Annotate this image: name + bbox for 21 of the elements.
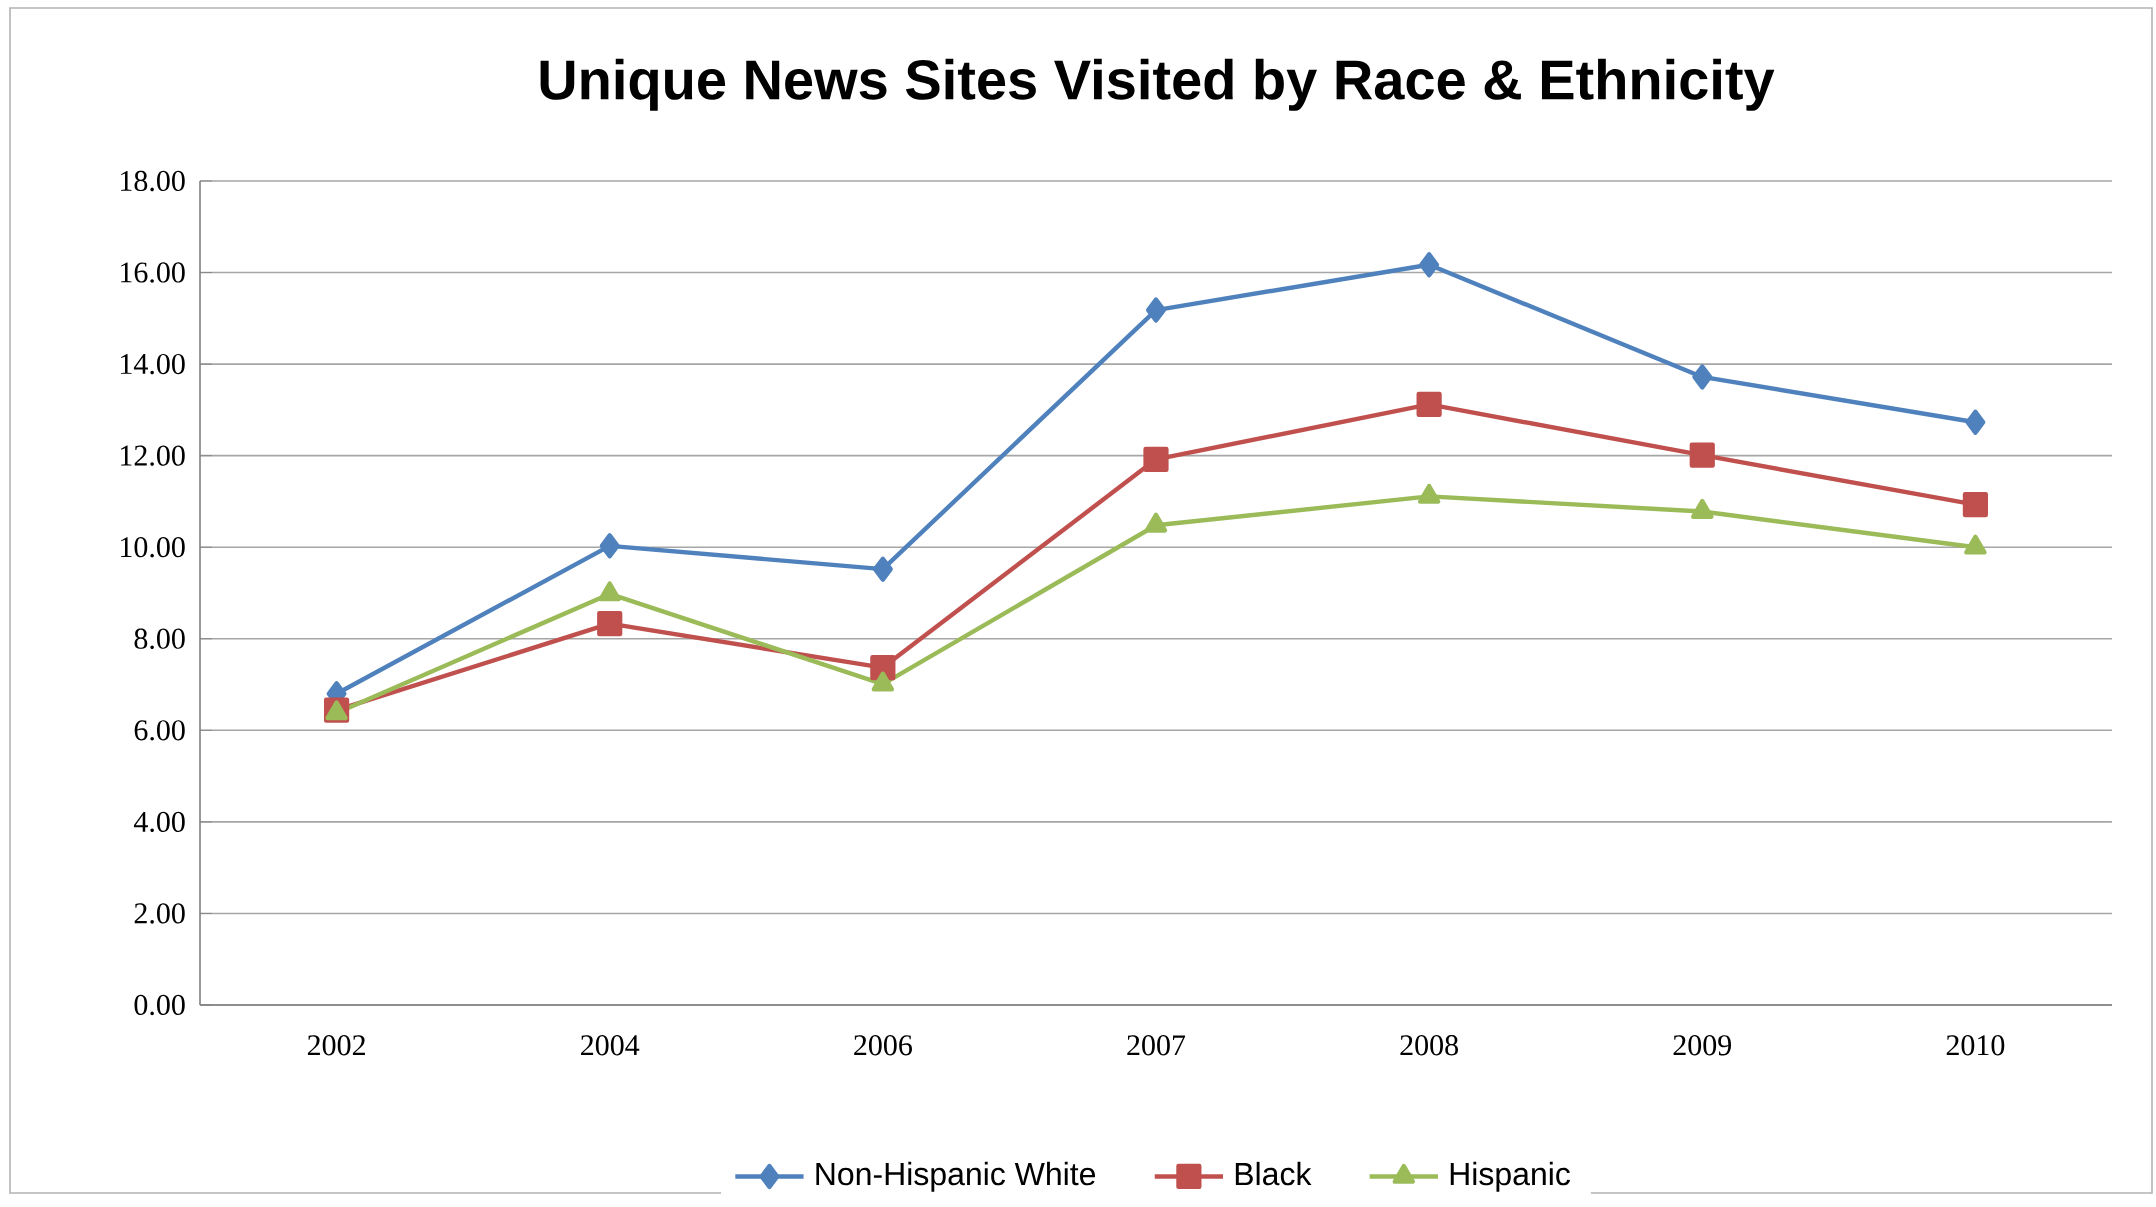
- y-tick-label: 16.00: [121, 262, 185, 283]
- y-tick-label: 8.00: [134, 628, 185, 649]
- x-tick-label: 2004: [581, 1035, 640, 1056]
- x-tick-label: 2008: [1400, 1035, 1458, 1056]
- chart-title: Unique News Sites Visited by Race & Ethnicity: [540, 58, 1775, 111]
- y-tick-label: 12.00: [121, 445, 185, 466]
- x-tick-label: 2002: [307, 1035, 365, 1056]
- x-tick-label: 2010: [1946, 1035, 2005, 1056]
- legend-label: Black: [1235, 1161, 1312, 1186]
- y-tick-label: 4.00: [133, 811, 185, 833]
- x-tick-label: 2007: [1127, 1035, 1186, 1056]
- legend-label: Hispanic: [1450, 1161, 1571, 1192]
- y-tick-label: 18.00: [121, 170, 185, 192]
- y-tick-label: 6.00: [134, 720, 185, 741]
- y-tick-label: 0.00: [134, 994, 185, 1016]
- x-tick-label: 2006: [854, 1035, 912, 1056]
- legend-label: Non-Hispanic White: [816, 1161, 1096, 1192]
- x-tick-label: 2009: [1673, 1035, 1731, 1056]
- y-tick-label: 10.00: [121, 537, 185, 558]
- y-tick-label: 14.00: [121, 353, 185, 375]
- y-tick-label: 2.00: [134, 903, 185, 924]
